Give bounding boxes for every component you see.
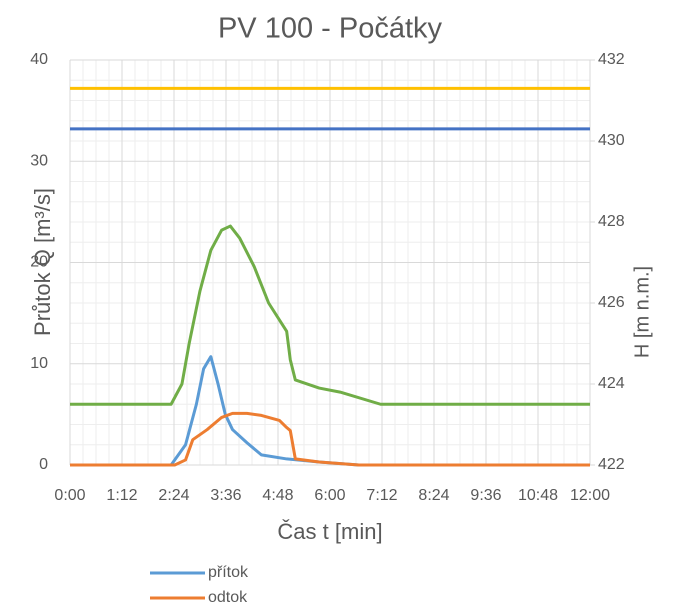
y-tick-label: 0	[39, 456, 48, 473]
legend-label: odtok	[208, 589, 248, 606]
x-tick-label: 1:12	[106, 487, 137, 504]
y-tick-label: 20	[30, 254, 48, 271]
y2-tick-label: 426	[598, 294, 625, 311]
x-tick-label: 3:36	[210, 487, 241, 504]
x-tick-label: 7:12	[366, 487, 397, 504]
x-tick-label: 12:00	[570, 487, 610, 504]
chart-title: PV 100 - Počátky	[218, 13, 443, 45]
x-tick-label: 6:00	[314, 487, 345, 504]
series-line	[70, 411, 590, 467]
y2-tick-label: 432	[598, 51, 625, 68]
y-tick-label: 40	[30, 51, 48, 68]
y2-tick-label: 424	[598, 375, 625, 392]
x-axis-label: Čas t [min]	[277, 519, 382, 544]
x-tick-label: 0:00	[54, 487, 85, 504]
y2-tick-label: 428	[598, 213, 625, 230]
y2-tick-label: 422	[598, 456, 625, 473]
y-axis-label: Průtok Q [m³/s]	[30, 188, 55, 336]
x-tick-label: 4:48	[262, 487, 293, 504]
y-tick-label: 10	[30, 355, 48, 372]
y-tick-label: 30	[30, 152, 48, 169]
legend-label: přítok	[208, 564, 249, 581]
x-tick-label: 8:24	[418, 487, 449, 504]
x-tick-label: 10:48	[518, 487, 558, 504]
series-line	[70, 224, 590, 406]
x-tick-label: 2:24	[158, 487, 189, 504]
y2-tick-label: 430	[598, 132, 625, 149]
y2-axis-label: H [m n.m.]	[631, 266, 653, 358]
x-tick-label: 9:36	[470, 487, 501, 504]
